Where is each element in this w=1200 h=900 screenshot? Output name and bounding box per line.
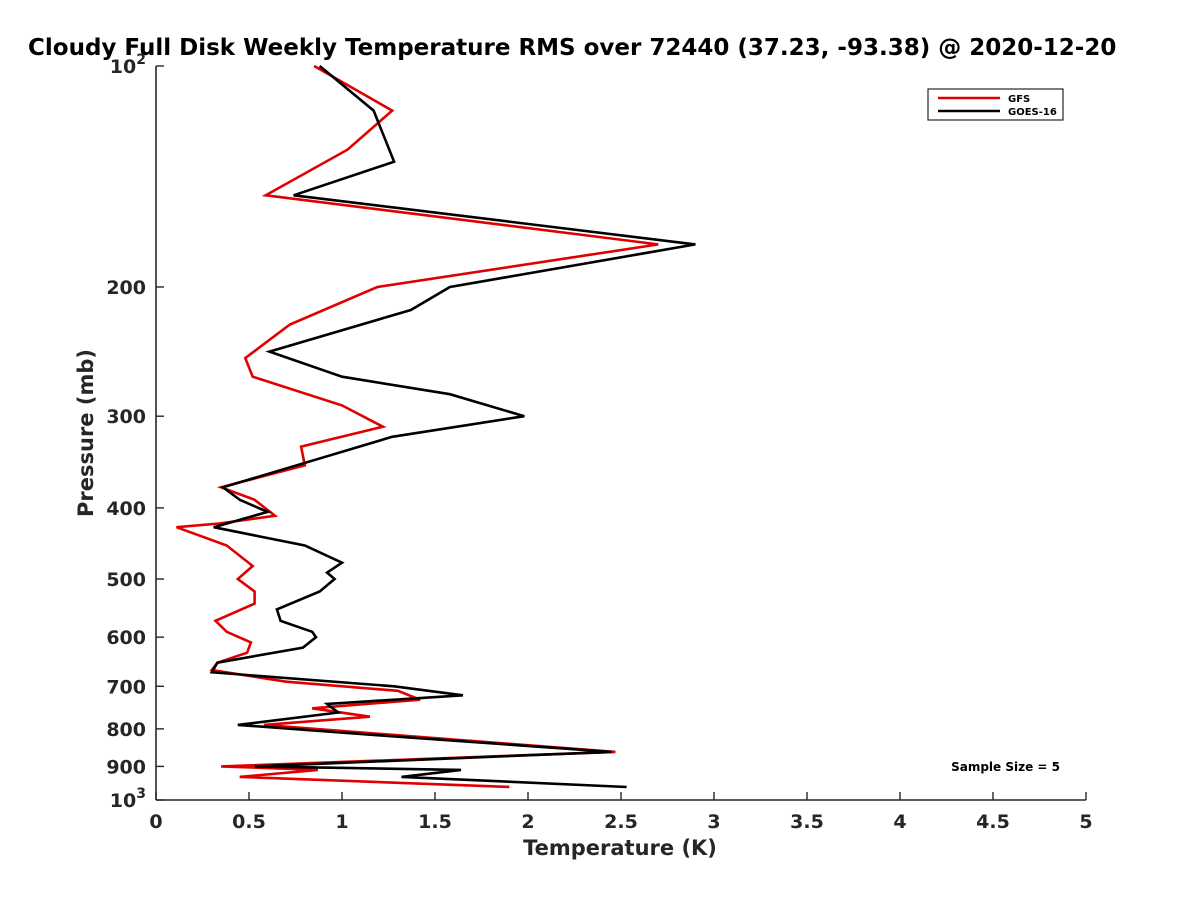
y-tick-label: 900 bbox=[106, 756, 146, 778]
x-tick-label: 3.5 bbox=[790, 811, 824, 833]
y-tick-exponent: 2 bbox=[136, 52, 146, 68]
y-tick-label: 102 bbox=[110, 52, 146, 78]
x-tick-label: 4 bbox=[893, 811, 906, 833]
x-tick-label: 2 bbox=[521, 811, 534, 833]
y-tick-label-base: 600 bbox=[106, 627, 146, 649]
legend-box bbox=[927, 88, 1064, 121]
y-tick-label-base: 10 bbox=[110, 56, 136, 78]
legend: GFS GOES-16 bbox=[927, 88, 1064, 121]
y-tick-label: 400 bbox=[106, 498, 146, 520]
y-tick-label-base: 500 bbox=[106, 569, 146, 591]
series-line-goes-16 bbox=[209, 64, 696, 789]
x-tick-label: 1 bbox=[335, 811, 348, 833]
series-line-gfs bbox=[176, 64, 659, 789]
x-tick-label: 4.5 bbox=[976, 811, 1010, 833]
y-tick-label: 800 bbox=[106, 719, 146, 741]
y-tick-label: 500 bbox=[106, 569, 146, 591]
y-tick-label: 600 bbox=[106, 627, 146, 649]
x-axis-ticks: 0 0.5 1 1.5 2 2.5 3 3.5 4 4.5 5 bbox=[149, 792, 1093, 833]
x-tick-label: 0 bbox=[149, 811, 162, 833]
sample-size-annotation: Sample Size = 5 bbox=[951, 760, 1060, 774]
y-axis-label: Pressure (mb) bbox=[74, 349, 98, 517]
y-tick-label-base: 800 bbox=[106, 719, 146, 741]
x-axis-label: Temperature (K) bbox=[523, 836, 717, 860]
y-tick-label: 103 bbox=[110, 786, 146, 812]
y-tick-label-base: 700 bbox=[106, 676, 146, 698]
y-tick-label-base: 200 bbox=[106, 277, 146, 299]
plot-area bbox=[155, 66, 1086, 801]
y-tick-label: 300 bbox=[106, 406, 146, 428]
y-tick-exponent: 3 bbox=[136, 786, 146, 802]
x-tick-label: 3 bbox=[707, 811, 720, 833]
legend-label: GOES-16 bbox=[1008, 107, 1057, 118]
y-tick-label-base: 400 bbox=[106, 498, 146, 520]
x-tick-label: 1.5 bbox=[418, 811, 452, 833]
x-tick-label: 5 bbox=[1079, 811, 1092, 833]
series-group bbox=[176, 64, 696, 789]
y-tick-label: 200 bbox=[106, 277, 146, 299]
y-tick-label: 700 bbox=[106, 676, 146, 698]
x-tick-label: 2.5 bbox=[604, 811, 638, 833]
y-tick-label-base: 900 bbox=[106, 756, 146, 778]
y-tick-label-base: 300 bbox=[106, 406, 146, 428]
y-tick-label-base: 10 bbox=[110, 790, 136, 812]
x-tick-label: 0.5 bbox=[232, 811, 266, 833]
legend-label: GFS bbox=[1008, 94, 1030, 105]
chart-title: Cloudy Full Disk Weekly Temperature RMS … bbox=[28, 35, 1116, 61]
